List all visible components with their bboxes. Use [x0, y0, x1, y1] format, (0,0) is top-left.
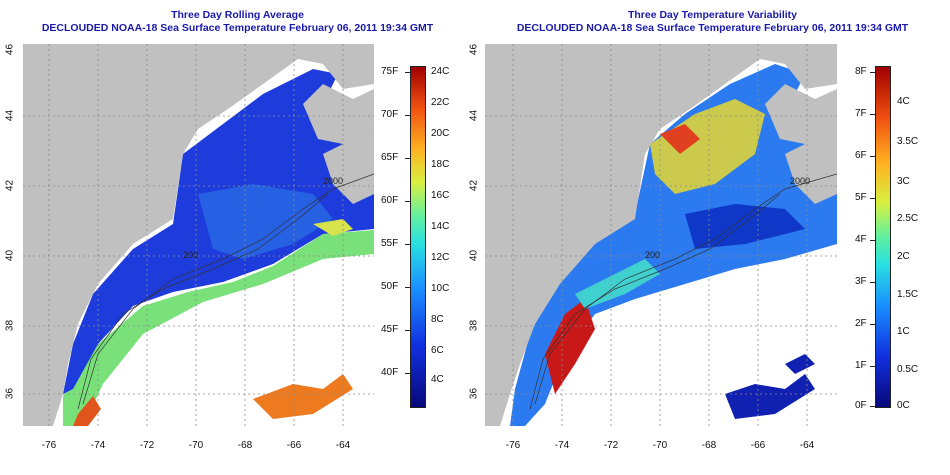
colorbar-label-c: 0C [897, 400, 910, 411]
colorbar-label-f: 55F [381, 238, 399, 249]
contour-label-200: 200 [645, 250, 660, 260]
colorbar-label-f: 3F [855, 276, 867, 287]
colorbar-label-c: 12C [431, 252, 450, 263]
colorbar-label-c: 20C [431, 128, 450, 139]
x-tick: -72 [139, 440, 155, 451]
y-tick: 42 [468, 179, 480, 192]
x-tick: -68 [701, 440, 717, 451]
colorbar-label-f: 7F [855, 108, 867, 119]
y-tick: 44 [468, 109, 480, 122]
colorbar-label-c: 18C [431, 159, 450, 170]
lat-lon-grid [23, 44, 374, 426]
colorbar-label-c: 8C [431, 314, 444, 325]
bathymetry-contours [77, 173, 374, 410]
left-sst-map: 200 2000 [23, 44, 374, 426]
colorbar-label-f: 4F [855, 234, 867, 245]
high-variability-zone [545, 299, 595, 394]
warm-patch [253, 374, 353, 419]
colorbar-label-f: 70F [381, 109, 399, 120]
colorbar-label-f: 45F [381, 324, 399, 335]
right-colorbar [875, 66, 891, 408]
colorbar-label-f: 5F [855, 192, 867, 203]
right-title: Three Day Temperature Variability [627, 9, 798, 21]
left-colorbar [410, 66, 426, 408]
lat-lon-grid [485, 44, 837, 426]
right-panel: Three Day Temperature Variability DECLOU… [469, 0, 950, 475]
y-tick: 36 [4, 387, 16, 400]
contour-label-2000: 2000 [323, 176, 343, 186]
colorbar-label-c: 2.5C [897, 213, 919, 224]
x-tick: -74 [554, 440, 570, 451]
colorbar-label-f: 6F [855, 150, 867, 161]
colorbar-label-c: 4C [897, 96, 910, 107]
y-tick: 36 [468, 387, 480, 400]
left-subtitle: DECLOUDED NOAA-18 Sea Surface Temperatur… [41, 22, 434, 34]
x-tick: -66 [750, 440, 766, 451]
colorbar-label-c: 14C [431, 221, 450, 232]
x-tick: -66 [286, 440, 302, 451]
y-tick: 46 [4, 43, 16, 56]
colorbar-label-f: 50F [381, 281, 399, 292]
contour-label-200: 200 [183, 250, 198, 260]
colorbar-label-f: 65F [381, 152, 399, 163]
y-tick: 38 [4, 319, 16, 332]
x-tick: -76 [505, 440, 521, 451]
colorbar-label-c: 2C [897, 251, 910, 262]
right-variability-map: 2000 200 [485, 44, 837, 426]
x-tick: -74 [90, 440, 106, 451]
colorbar-label-f: 0F [855, 400, 867, 411]
right-subtitle: DECLOUDED NOAA-18 Sea Surface Temperatur… [516, 22, 909, 34]
left-title: Three Day Rolling Average [171, 9, 304, 21]
colorbar-label-f: 60F [381, 195, 399, 206]
colorbar-label-c: 1.5C [897, 289, 919, 300]
colorbar-label-f: 40F [381, 367, 399, 378]
colorbar-label-c: 1C [897, 326, 910, 337]
bathymetry-contours [529, 173, 837, 410]
left-panel: Three Day Rolling Average DECLOUDED NOAA… [4, 9, 450, 451]
land-mass [485, 44, 837, 426]
colorbar-label-c: 4C [431, 374, 444, 385]
x-tick: -64 [799, 440, 815, 451]
land-mass [23, 44, 374, 426]
y-tick: 40 [4, 249, 16, 262]
contour-label-2000: 2000 [790, 176, 810, 186]
y-tick: 38 [468, 319, 480, 332]
colorbar-label-f: 2F [855, 318, 867, 329]
y-tick: 44 [4, 109, 16, 122]
x-tick: -68 [237, 440, 253, 451]
colorbar-label-c: 16C [431, 190, 450, 201]
colorbar-label-c: 3C [897, 176, 910, 187]
x-tick: -76 [41, 440, 57, 451]
y-tick: 46 [468, 43, 480, 56]
x-tick: -70 [188, 440, 204, 451]
colorbar-label-c: 3.5C [897, 136, 919, 147]
colorbar-label-c: 22C [431, 97, 450, 108]
colorbar-label-f: 1F [855, 360, 867, 371]
y-tick: 40 [468, 249, 480, 262]
x-tick: -70 [652, 440, 668, 451]
x-tick: -72 [603, 440, 619, 451]
y-tick: 42 [4, 179, 16, 192]
colorbar-label-c: 24C [431, 66, 450, 77]
colorbar-label-f: 75F [381, 66, 399, 77]
x-tick: -64 [335, 440, 351, 451]
colorbar-label-c: 10C [431, 283, 450, 294]
colorbar-label-f: 8F [855, 66, 867, 77]
colorbar-label-c: 6C [431, 345, 444, 356]
colorbar-label-c: 0.5C [897, 364, 919, 375]
variability-water [510, 64, 837, 426]
